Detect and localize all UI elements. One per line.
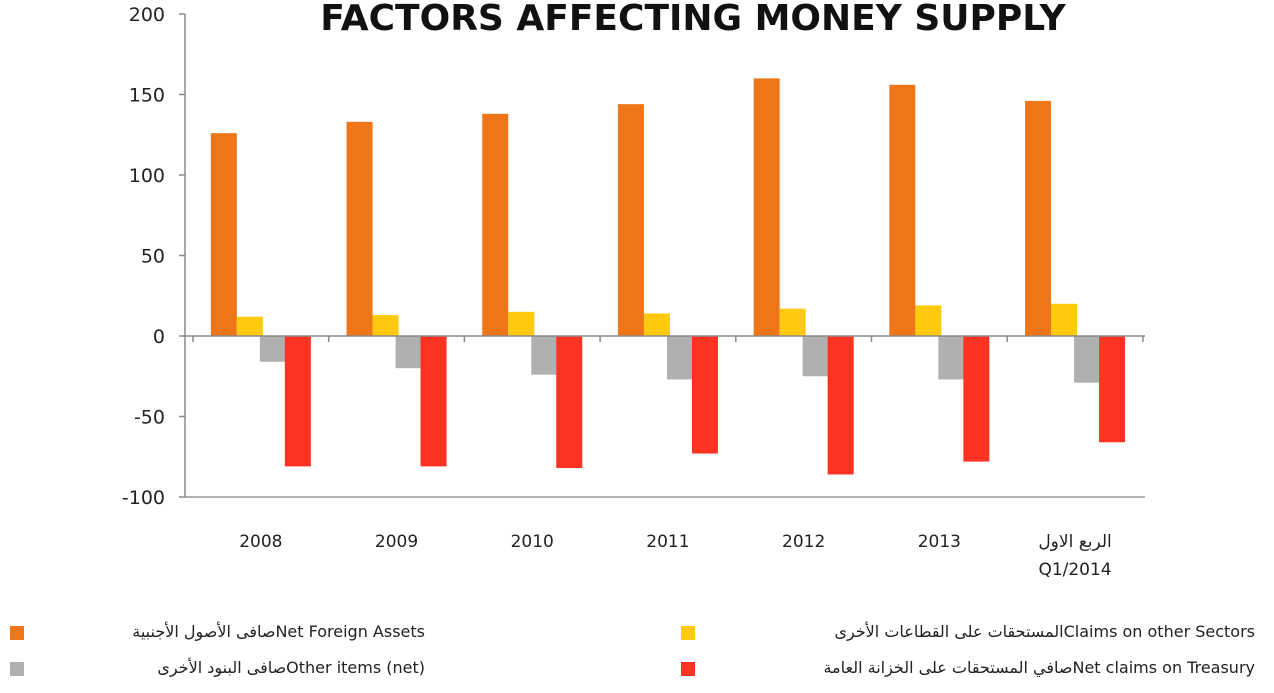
bar	[617, 104, 644, 336]
bar	[938, 336, 965, 380]
y-tick-label: 50	[141, 246, 165, 268]
chart-title: FACTORS AFFECTING MONEY SUPPLY	[320, 0, 1066, 39]
bar	[643, 313, 670, 336]
bar	[802, 336, 829, 377]
bar	[236, 316, 263, 336]
bar	[556, 336, 583, 469]
x-tick-label: 2009	[374, 532, 419, 552]
bar	[531, 336, 558, 375]
bar	[1051, 303, 1078, 336]
legend-item: Net claims on Treasuryصافي المستحقات على…	[681, 658, 1255, 682]
bar	[1025, 100, 1052, 336]
legend-item: Other items (net)صافى البنود الأخرى	[10, 658, 425, 682]
bar	[691, 336, 718, 454]
bar	[779, 308, 806, 336]
bar	[284, 336, 311, 467]
bar	[666, 336, 693, 380]
x-tick-label: 2010	[510, 532, 554, 552]
y-tick-label: 150	[129, 85, 165, 107]
legend-label: Claims on other Sectorsالمستحقات على الق…	[834, 622, 1255, 641]
x-tick-label: 2011	[646, 532, 690, 552]
bar	[395, 336, 422, 369]
y-tick-label: 100	[129, 165, 165, 187]
x-tick-label: 2013	[917, 532, 961, 552]
legend-swatch	[681, 626, 695, 640]
x-tick-label: 2012	[782, 532, 826, 552]
bar	[889, 84, 916, 336]
bar	[915, 305, 942, 336]
x-tick-label: 2008	[239, 532, 283, 552]
legend-item: Claims on other Sectorsالمستحقات على الق…	[681, 622, 1255, 646]
bar	[1074, 336, 1101, 383]
y-tick-label: 200	[129, 4, 165, 26]
bar	[420, 336, 447, 467]
legend-swatch	[10, 662, 24, 676]
bar	[346, 121, 373, 337]
bar	[827, 336, 854, 475]
x-tick-label: الربع الاول Q1/2014	[1038, 532, 1112, 580]
bar	[753, 78, 780, 337]
bar	[210, 133, 237, 336]
bar	[508, 311, 535, 336]
bar	[963, 336, 990, 462]
y-tick-label: -50	[134, 407, 165, 429]
legend-label: Other items (net)صافى البنود الأخرى	[157, 658, 425, 677]
bar	[259, 336, 286, 362]
bar	[482, 113, 509, 336]
legend-label: Net Foreign Assetsصافى الأصول الأجنبية	[132, 622, 425, 641]
bar	[1099, 336, 1126, 443]
legend-swatch	[681, 662, 695, 676]
legend-item: Net Foreign Assetsصافى الأصول الأجنبية	[10, 622, 425, 646]
y-tick-label: -100	[122, 487, 165, 509]
y-tick-label: 0	[153, 326, 165, 348]
bar	[372, 315, 399, 336]
legend-swatch	[10, 626, 24, 640]
legend-label: Net claims on Treasuryصافي المستحقات على…	[823, 658, 1255, 677]
